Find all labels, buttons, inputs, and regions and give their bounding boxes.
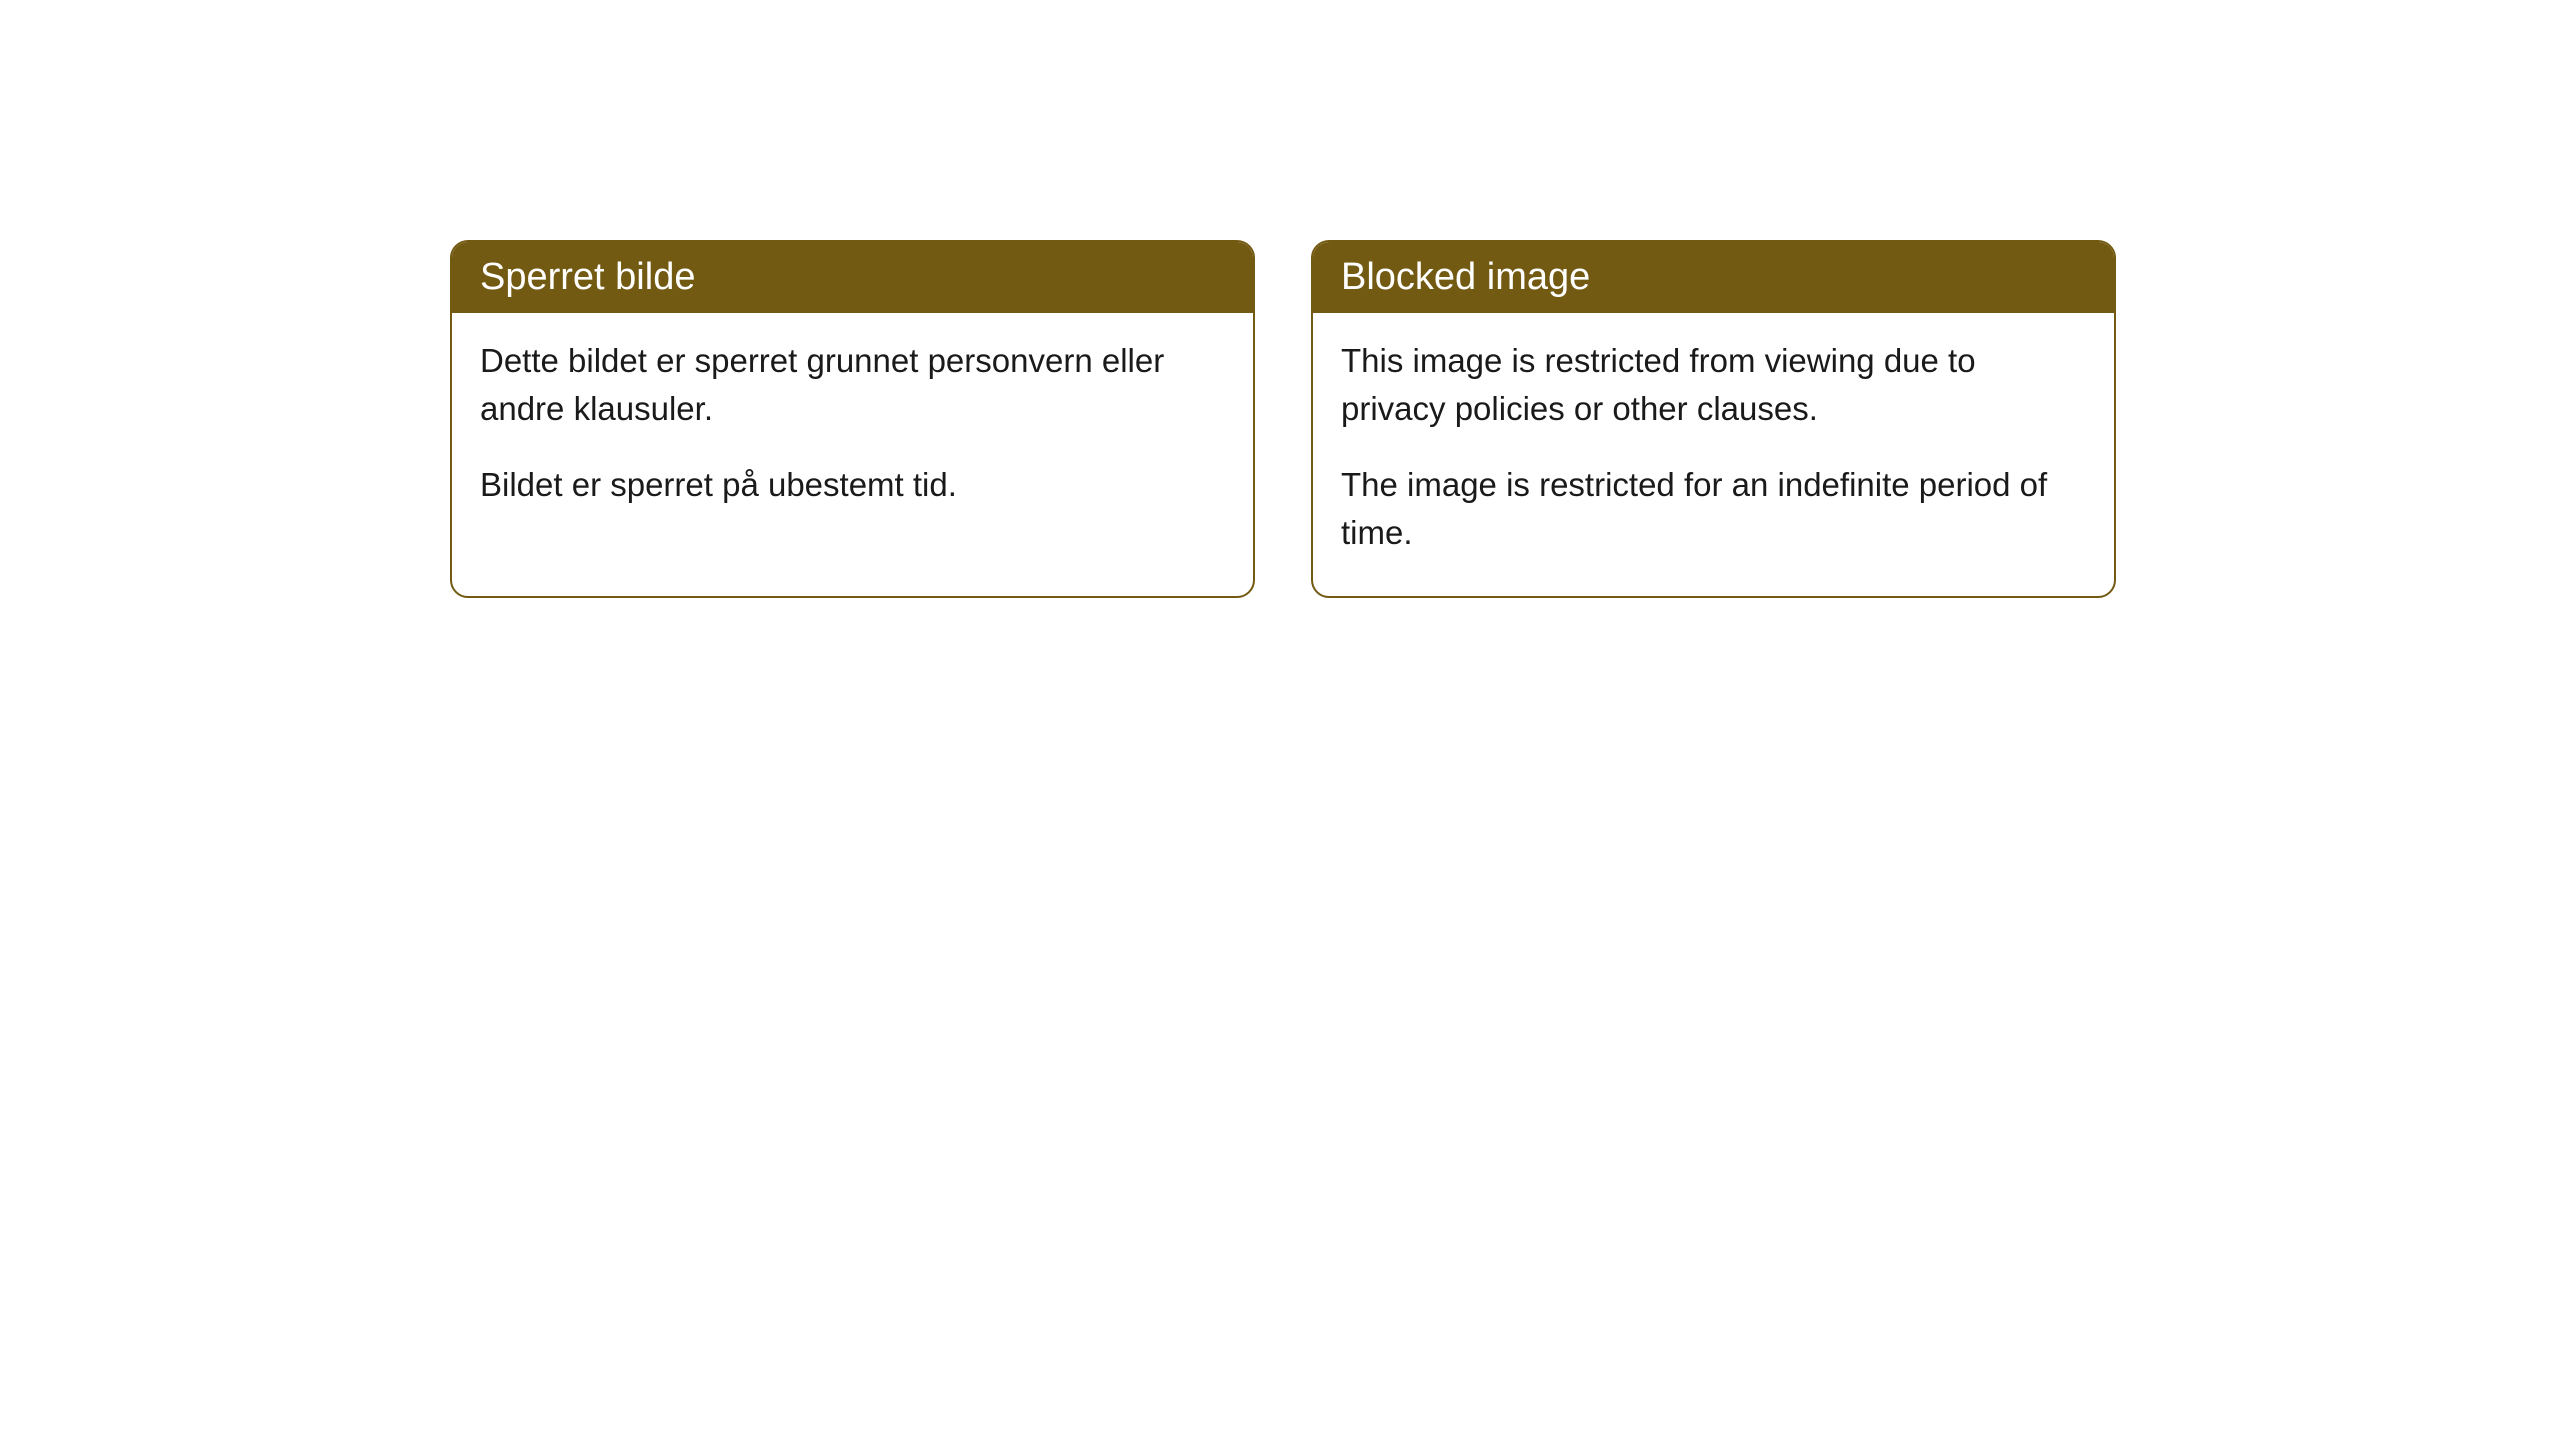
card-header-en: Blocked image: [1313, 242, 2114, 313]
notice-cards-container: Sperret bilde Dette bildet er sperret gr…: [450, 240, 2116, 598]
card-body-no: Dette bildet er sperret grunnet personve…: [452, 313, 1253, 549]
card-paragraph-1-en: This image is restricted from viewing du…: [1341, 337, 2086, 433]
card-body-en: This image is restricted from viewing du…: [1313, 313, 2114, 596]
card-header-no: Sperret bilde: [452, 242, 1253, 313]
blocked-image-card-en: Blocked image This image is restricted f…: [1311, 240, 2116, 598]
card-title-no: Sperret bilde: [480, 256, 695, 298]
blocked-image-card-no: Sperret bilde Dette bildet er sperret gr…: [450, 240, 1255, 598]
card-paragraph-2-en: The image is restricted for an indefinit…: [1341, 461, 2086, 557]
card-paragraph-2-no: Bildet er sperret på ubestemt tid.: [480, 461, 1225, 509]
card-paragraph-1-no: Dette bildet er sperret grunnet personve…: [480, 337, 1225, 433]
card-title-en: Blocked image: [1341, 256, 1590, 298]
